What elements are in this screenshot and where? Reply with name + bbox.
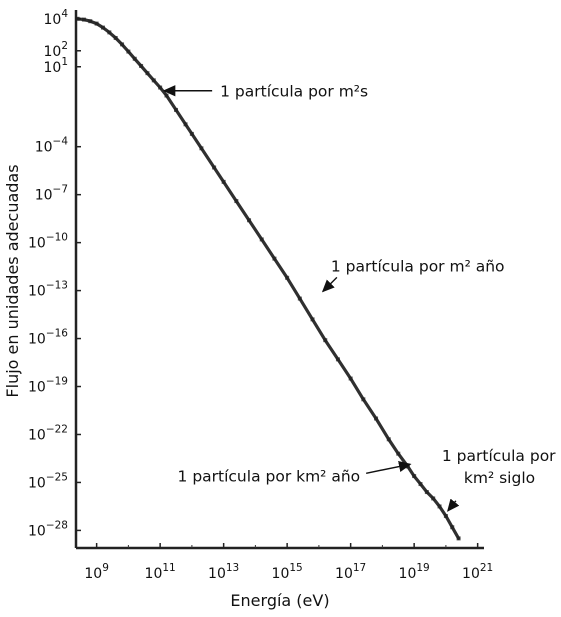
data-point <box>285 275 290 280</box>
data-point <box>75 16 80 21</box>
y-tick-label: 10−19 <box>28 376 68 396</box>
data-point <box>139 63 144 68</box>
data-point <box>120 42 125 47</box>
data-point <box>221 179 226 184</box>
y-tick-label: 10−13 <box>28 280 68 300</box>
data-point <box>443 514 448 519</box>
data-point <box>424 490 429 495</box>
x-tick-label: 109 <box>84 562 109 582</box>
annotation-arrow <box>321 276 338 293</box>
data-point <box>145 71 150 76</box>
data-point <box>323 338 328 343</box>
y-tick-label: 10−22 <box>28 423 68 443</box>
x-axis-title: Energía (eV) <box>230 591 329 610</box>
data-point <box>431 496 436 501</box>
y-tick-label: 10−16 <box>28 328 68 348</box>
data-point <box>437 504 442 509</box>
x-tick-label: 1019 <box>399 562 430 582</box>
data-point <box>374 416 379 421</box>
data-point <box>412 474 417 479</box>
data-point <box>81 17 86 22</box>
y-tick-label: 102 <box>43 40 68 60</box>
data-point <box>132 56 137 61</box>
annotation-label: km² siglo <box>464 469 535 487</box>
x-tick-label: 1011 <box>145 562 176 582</box>
data-point <box>212 165 217 170</box>
data-point <box>450 525 455 530</box>
data-point <box>259 237 264 242</box>
x-tick-label: 1013 <box>208 562 239 582</box>
annotation-label: 1 partícula por <box>442 447 556 465</box>
data-point <box>158 85 163 90</box>
x-tick-label: 1015 <box>272 562 303 582</box>
y-tick-label: 10−7 <box>35 184 68 204</box>
data-point <box>247 218 252 223</box>
y-tick-label: 104 <box>43 8 68 28</box>
data-point <box>396 451 401 456</box>
data-point <box>335 357 340 362</box>
data-point <box>348 376 353 381</box>
x-tick-label: 1021 <box>462 562 493 582</box>
data-points <box>75 16 461 541</box>
data-point <box>94 21 99 26</box>
data-point <box>310 317 315 322</box>
y-tick-label: 101 <box>43 56 68 76</box>
data-point <box>88 19 93 24</box>
data-point <box>456 536 461 541</box>
data-point <box>234 199 239 204</box>
y-tick-label: 10−4 <box>35 136 69 156</box>
axes <box>74 10 484 550</box>
x-tick-label: 1017 <box>335 562 366 582</box>
data-point <box>113 35 118 40</box>
y-tick-label: 10−10 <box>28 232 68 252</box>
annotations: 1 partícula por m²s 1 partícula por m² añ… <box>162 83 556 512</box>
x-tick-group: 109 1011 1013 1015 1017 1019 1021 <box>84 543 493 582</box>
data-point <box>107 30 112 35</box>
data-point <box>126 49 131 54</box>
data-point <box>151 78 156 83</box>
annotation-label: 1 partícula por km² año <box>178 467 361 485</box>
data-point <box>361 397 366 402</box>
annotation-arrow <box>366 461 412 474</box>
annotation-label: 1 partícula por m²s <box>220 83 368 101</box>
annotation-arrow <box>447 498 460 512</box>
data-point <box>174 107 179 112</box>
data-point <box>164 93 169 98</box>
data-point <box>418 482 423 487</box>
data-point <box>199 146 204 151</box>
data-point <box>189 131 194 136</box>
data-point <box>272 256 277 261</box>
annotation-label: 1 partícula por m² año <box>331 257 505 275</box>
y-axis-title: Flujo en unidades adecuadas <box>3 164 22 397</box>
data-point <box>297 296 302 301</box>
data-point <box>386 437 391 442</box>
y-tick-label: 10−25 <box>28 471 68 491</box>
data-point <box>183 122 188 127</box>
data-point <box>100 25 105 30</box>
y-tick-label: 10−28 <box>28 519 68 539</box>
